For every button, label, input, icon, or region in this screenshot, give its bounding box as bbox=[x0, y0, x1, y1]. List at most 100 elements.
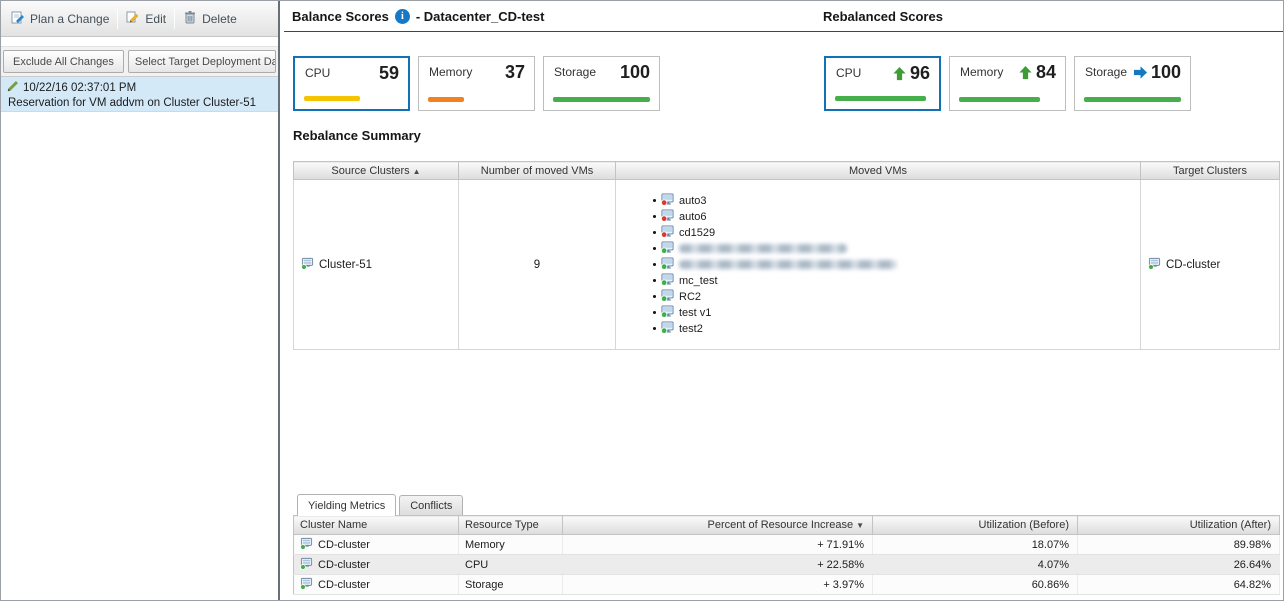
balance-score-cards: CPU 59 Memory 37 Storage 100 bbox=[293, 56, 660, 111]
column-header-cluster-name[interactable]: Cluster Name bbox=[293, 515, 459, 535]
cluster-icon bbox=[300, 557, 313, 573]
moved-vm-item bbox=[653, 240, 1140, 257]
change-item-timestamp: 10/22/16 02:37:01 PM bbox=[23, 81, 137, 94]
resource-type: Storage bbox=[458, 574, 563, 595]
moved-vm-item: test2 bbox=[653, 320, 1140, 337]
cluster-name-cell: CD-cluster bbox=[293, 534, 459, 555]
exclude-all-changes-button[interactable]: Exclude All Changes bbox=[3, 50, 124, 73]
moved-vm-item: RC2 bbox=[653, 288, 1140, 305]
column-header-moved-vm-count[interactable]: Number of moved VMs bbox=[458, 161, 616, 180]
balance-scores-title: Balance Scores bbox=[292, 9, 389, 24]
left-panel: Plan a Change Edit Delete Exclude All Ch… bbox=[1, 1, 280, 600]
trend-icon bbox=[893, 66, 906, 81]
edit-button[interactable]: Edit bbox=[120, 5, 172, 32]
column-header-percent-increase[interactable]: Percent of Resource Increase ▼ bbox=[562, 515, 873, 535]
cluster-name-cell: CD-cluster bbox=[293, 554, 459, 575]
utilization-before: 60.86% bbox=[872, 574, 1078, 595]
main-header: Balance Scores - Datacenter_CD-test Reba… bbox=[284, 1, 1283, 32]
balance-scores-header: Balance Scores - Datacenter_CD-test bbox=[292, 9, 544, 24]
vm-icon bbox=[660, 320, 674, 337]
edit-label: Edit bbox=[145, 11, 167, 26]
cluster-name: CD-cluster bbox=[318, 578, 370, 591]
rebalance-summary-table: Source Clusters ▲ Number of moved VMs Mov… bbox=[293, 161, 1280, 350]
column-header-utilization-before[interactable]: Utilization (Before) bbox=[872, 515, 1078, 535]
vm-icon bbox=[660, 304, 674, 321]
score-card-value: 59 bbox=[378, 63, 399, 83]
column-header-target-clusters[interactable]: Target Clusters bbox=[1140, 161, 1280, 180]
rebalanced-score-cards: CPU 96 Memory 84 Storage 100 bbox=[824, 56, 1191, 111]
utilization-after: 26.64% bbox=[1077, 554, 1280, 575]
resource-type: Memory bbox=[458, 534, 563, 555]
utilization-before: 4.07% bbox=[872, 554, 1078, 575]
delete-icon bbox=[183, 10, 197, 27]
metrics-row[interactable]: CD-cluster Storage + 3.97% 60.86% 64.82% bbox=[293, 574, 1280, 595]
score-card-label: Memory bbox=[960, 65, 1004, 79]
delete-button[interactable]: Delete bbox=[177, 5, 243, 32]
balance-card-storage[interactable]: Storage 100 bbox=[543, 56, 660, 111]
plan-a-change-button[interactable]: Plan a Change bbox=[5, 5, 115, 32]
tab-conflicts[interactable]: Conflicts bbox=[399, 495, 464, 515]
vm-name: test v1 bbox=[679, 306, 712, 319]
list-bullet bbox=[653, 247, 656, 250]
change-item-icon bbox=[7, 80, 19, 95]
score-card-value: 100 bbox=[1150, 62, 1181, 82]
score-card-label: Storage bbox=[554, 65, 597, 79]
metrics-row[interactable]: CD-cluster CPU + 22.58% 4.07% 26.64% bbox=[293, 554, 1280, 575]
score-bar bbox=[1084, 97, 1181, 102]
cluster-icon bbox=[300, 537, 313, 553]
vm-name: auto6 bbox=[679, 210, 707, 223]
source-cluster-cell: Cluster-51 bbox=[293, 179, 459, 350]
score-bar bbox=[428, 97, 464, 102]
moved-vms-list: auto3 auto6 cd1529 bbox=[653, 192, 1140, 337]
vm-name-redacted bbox=[679, 244, 847, 253]
summary-row: Cluster-51 9 auto3 bbox=[293, 179, 1280, 350]
metrics-row[interactable]: CD-cluster Memory + 71.91% 18.07% 89.98% bbox=[293, 534, 1280, 555]
cluster-name: CD-cluster bbox=[318, 538, 370, 551]
utilization-before: 18.07% bbox=[872, 534, 1078, 555]
rebalanced-card-cpu[interactable]: CPU 96 bbox=[824, 56, 941, 111]
list-bullet bbox=[653, 199, 656, 202]
column-label: Source Clusters bbox=[331, 164, 410, 177]
rebalanced-scores-title: Rebalanced Scores bbox=[823, 9, 943, 24]
trend-icon bbox=[1133, 66, 1148, 79]
balance-card-cpu[interactable]: CPU 59 bbox=[293, 56, 410, 111]
moved-vm-item: auto6 bbox=[653, 208, 1140, 225]
vm-icon bbox=[660, 240, 674, 257]
column-label: Percent of Resource Increase bbox=[707, 519, 854, 531]
list-bullet bbox=[653, 327, 656, 330]
moved-vm-count: 9 bbox=[458, 179, 616, 350]
column-header-source-clusters[interactable]: Source Clusters ▲ bbox=[293, 161, 459, 180]
column-header-moved-vms[interactable]: Moved VMs bbox=[615, 161, 1141, 180]
vm-name: mc_test bbox=[679, 274, 718, 287]
left-secondary-toolbar: Exclude All Changes Select Target Deploy… bbox=[1, 46, 278, 77]
trend-icon bbox=[1019, 65, 1032, 80]
rebalanced-card-storage[interactable]: Storage 100 bbox=[1074, 56, 1191, 111]
vm-icon bbox=[660, 256, 674, 273]
resource-type: CPU bbox=[458, 554, 563, 575]
moved-vms-cell: auto3 auto6 cd1529 bbox=[615, 179, 1141, 350]
moved-vm-item bbox=[653, 256, 1140, 273]
target-cluster-name: CD-cluster bbox=[1166, 258, 1221, 271]
column-header-resource-type[interactable]: Resource Type bbox=[458, 515, 563, 535]
tab-yielding-metrics[interactable]: Yielding Metrics bbox=[297, 494, 397, 516]
score-card-label: CPU bbox=[305, 66, 331, 80]
vm-name: auto3 bbox=[679, 194, 707, 207]
select-target-deployment-button[interactable]: Select Target Deployment Da bbox=[127, 50, 276, 73]
column-header-utilization-after[interactable]: Utilization (After) bbox=[1077, 515, 1280, 535]
vm-name: cd1529 bbox=[679, 226, 716, 239]
score-card-label: CPU bbox=[836, 66, 862, 80]
score-card-value: 84 bbox=[1035, 62, 1056, 82]
balance-card-memory[interactable]: Memory 37 bbox=[418, 56, 535, 111]
list-bullet bbox=[653, 279, 656, 282]
score-card-label: Storage bbox=[1085, 65, 1128, 79]
rebalanced-card-memory[interactable]: Memory 84 bbox=[949, 56, 1066, 111]
change-item-description: Reservation for VM addvm on Cluster Clus… bbox=[8, 97, 256, 109]
info-icon[interactable] bbox=[394, 9, 410, 24]
change-list-item[interactable]: 10/22/16 02:37:01 PM Reservation for VM … bbox=[1, 77, 278, 112]
target-cluster-cell: CD-cluster bbox=[1140, 179, 1280, 350]
bottom-section: Yielding Metrics Conflicts Cluster Name R… bbox=[293, 494, 1280, 595]
score-bar bbox=[304, 96, 361, 101]
rebalance-summary-title: Rebalance Summary bbox=[293, 128, 421, 143]
sort-descending-icon: ▼ bbox=[856, 521, 864, 530]
